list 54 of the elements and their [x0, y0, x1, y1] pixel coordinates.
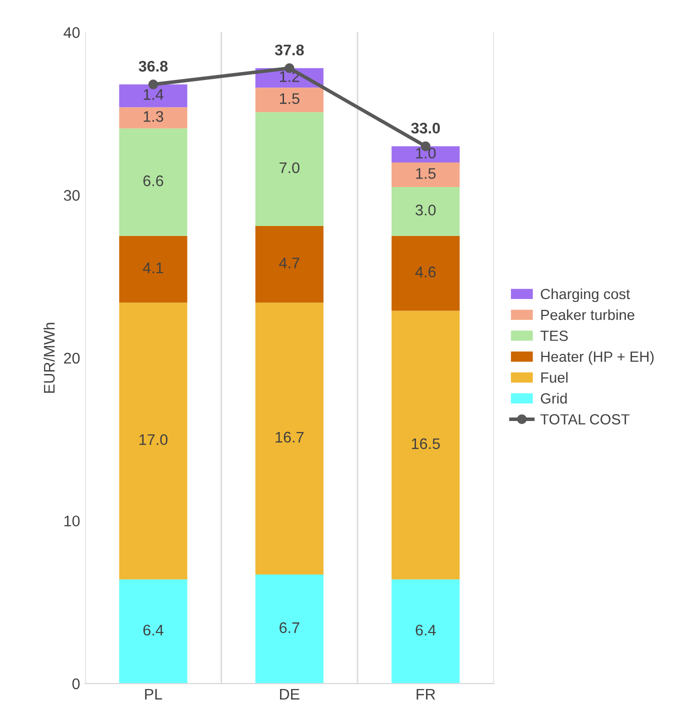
data-label: 33.0: [411, 122, 440, 134]
data-label: 1.5: [280, 93, 300, 104]
bar: [255, 226, 324, 303]
data-label: 6.4: [416, 624, 436, 636]
data-label: 17.0: [140, 434, 168, 446]
legend-label: Peaker turbine: [541, 309, 634, 320]
bar: [255, 88, 324, 112]
data-label: 36.8: [138, 60, 168, 72]
bar: [392, 162, 460, 187]
data-label: 6.4: [143, 624, 164, 636]
bar: [119, 107, 188, 128]
point: [148, 80, 158, 90]
bar: [392, 146, 460, 163]
bar: [392, 310, 460, 580]
data-label: 6.7: [280, 622, 300, 634]
legend-label: Fuel: [541, 372, 568, 383]
data-label: 4.1: [142, 262, 164, 274]
data-label: 7.0: [280, 162, 300, 174]
legend-label: TOTAL COST: [540, 414, 630, 424]
y-tick-label: 40: [64, 27, 80, 38]
data-label: 16.5: [412, 438, 440, 450]
data-label: 1.4: [144, 89, 164, 100]
x-tick-label: PL: [145, 688, 162, 700]
bar: [119, 84, 188, 108]
data-label: 4.6: [415, 266, 436, 278]
data-label: 1.0: [416, 148, 436, 159]
bar: [119, 128, 188, 236]
y-tick-label: 20: [64, 352, 80, 364]
bar: [119, 236, 188, 303]
y-tick-label: 10: [64, 516, 80, 526]
legend-label: Grid: [540, 392, 567, 404]
y-axis-title: EUR/MWh: [43, 322, 55, 393]
bar: [255, 302, 324, 574]
y-tick-label: 30: [64, 190, 80, 201]
legend-label: Charging cost: [540, 288, 630, 302]
x-tick-label: FR: [416, 688, 436, 700]
x-tick-label: DE: [280, 688, 300, 700]
data-label: 16.7: [276, 432, 304, 443]
bar: [119, 302, 188, 580]
bar: [392, 236, 460, 311]
bar: [255, 112, 324, 226]
data-label: 1.5: [416, 168, 436, 179]
bar: [255, 574, 324, 684]
data-label: 1.3: [144, 111, 164, 122]
legend-label: TES: [540, 330, 568, 341]
y-tick-label: 0: [72, 678, 80, 690]
bar: [119, 579, 188, 684]
bar: [392, 579, 460, 684]
data-label: 4.7: [279, 258, 300, 268]
data-label: 37.8: [274, 44, 304, 56]
data-label: 3.0: [416, 204, 436, 216]
legend-label: Heater (HP + EH): [541, 351, 654, 365]
bar: [392, 186, 460, 236]
data-label: 6.6: [143, 175, 164, 186]
